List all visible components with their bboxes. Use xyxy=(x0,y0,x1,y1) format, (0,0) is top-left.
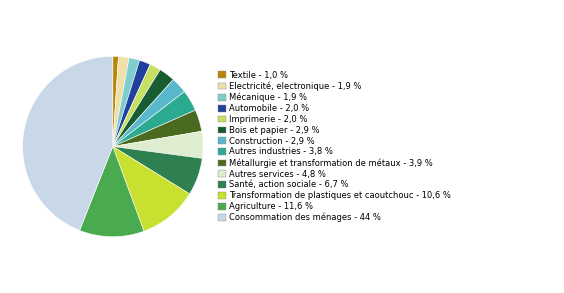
Wedge shape xyxy=(113,60,150,146)
Wedge shape xyxy=(113,146,190,231)
Wedge shape xyxy=(113,131,203,159)
Wedge shape xyxy=(113,57,129,146)
Wedge shape xyxy=(113,64,160,146)
Wedge shape xyxy=(113,80,184,146)
Wedge shape xyxy=(113,92,195,146)
Wedge shape xyxy=(113,110,202,146)
Legend: Textile - 1,0 %, Electricité, electronique - 1,9 %, Mécanique - 1,9 %, Automobil: Textile - 1,0 %, Electricité, electroniq… xyxy=(218,71,451,222)
Wedge shape xyxy=(113,146,202,194)
Wedge shape xyxy=(113,56,118,146)
Wedge shape xyxy=(113,70,173,146)
Wedge shape xyxy=(113,58,140,146)
Wedge shape xyxy=(80,146,144,237)
Wedge shape xyxy=(23,56,113,230)
